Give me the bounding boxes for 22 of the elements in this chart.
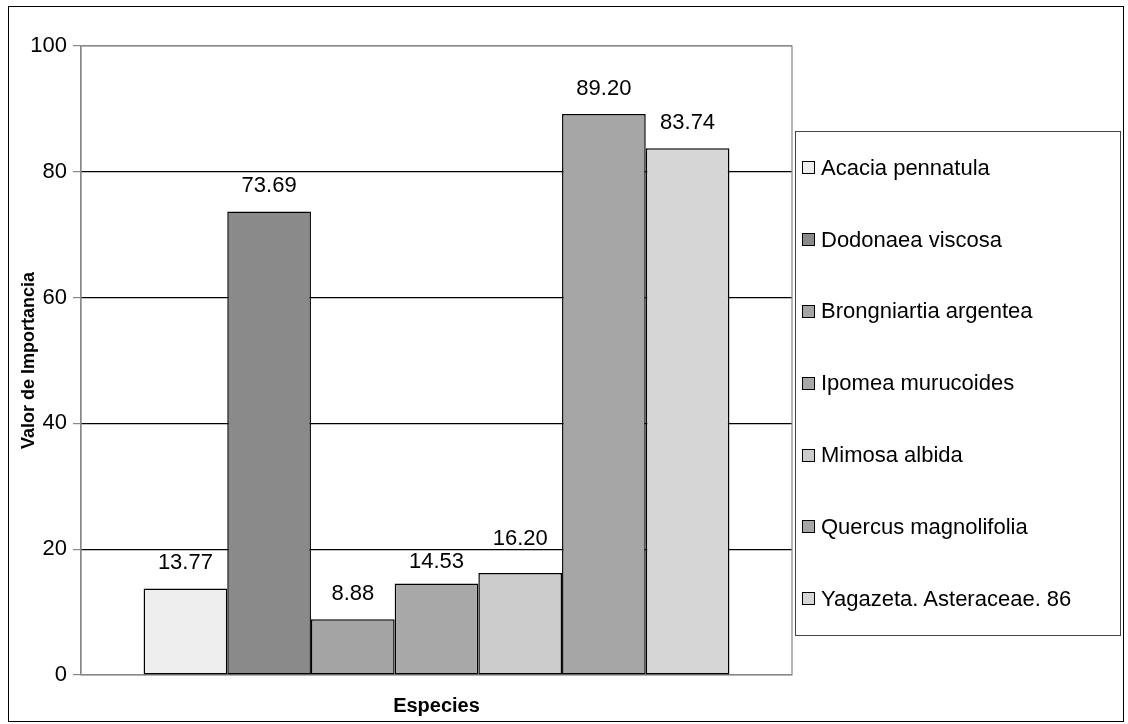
x-axis-title: Especies [393,693,480,716]
y-axis-title: Valor de Importancia [17,270,38,450]
legend-label: Acacia pennatula [821,154,990,181]
data-label: 16.20 [492,525,548,551]
data-label: 8.88 [331,580,375,606]
y-tick-label: 40 [42,409,67,435]
y-tick-label: 60 [42,283,67,309]
legend-label: Mimosa albida [821,442,963,469]
data-label: 14.53 [408,548,465,574]
legend-label: Quercus magnolifolia [821,513,1028,540]
y-tick-label: 80 [42,157,67,183]
legend-label: Brongniartia argentea [821,298,1033,325]
legend-label: Dodonaea viscosa [821,226,1003,253]
data-label: 13.77 [157,549,213,575]
y-tick-label: 20 [42,535,67,561]
legend-label: Ipomea murucoides [821,370,1015,397]
y-tick-label: 0 [54,661,67,687]
data-label: 83.74 [660,109,716,135]
y-tick-label: 100 [30,32,67,58]
legend-label: Yagazeta. Asteraceae. 86 [821,585,1072,612]
data-label: 89.20 [576,74,632,100]
data-label: 73.69 [241,172,297,198]
